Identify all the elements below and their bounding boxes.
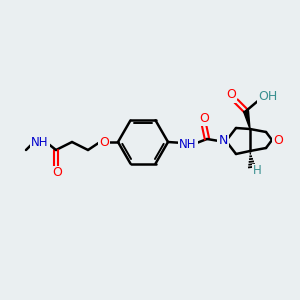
Text: N: N	[218, 134, 228, 148]
Text: O: O	[199, 112, 209, 124]
Text: OH: OH	[258, 91, 278, 103]
Text: NH: NH	[31, 136, 49, 148]
Text: O: O	[99, 136, 109, 148]
Text: O: O	[52, 167, 62, 179]
Text: H: H	[253, 164, 261, 178]
Text: O: O	[273, 134, 283, 146]
Text: O: O	[226, 88, 236, 101]
Text: NH: NH	[179, 137, 197, 151]
Polygon shape	[244, 110, 250, 129]
